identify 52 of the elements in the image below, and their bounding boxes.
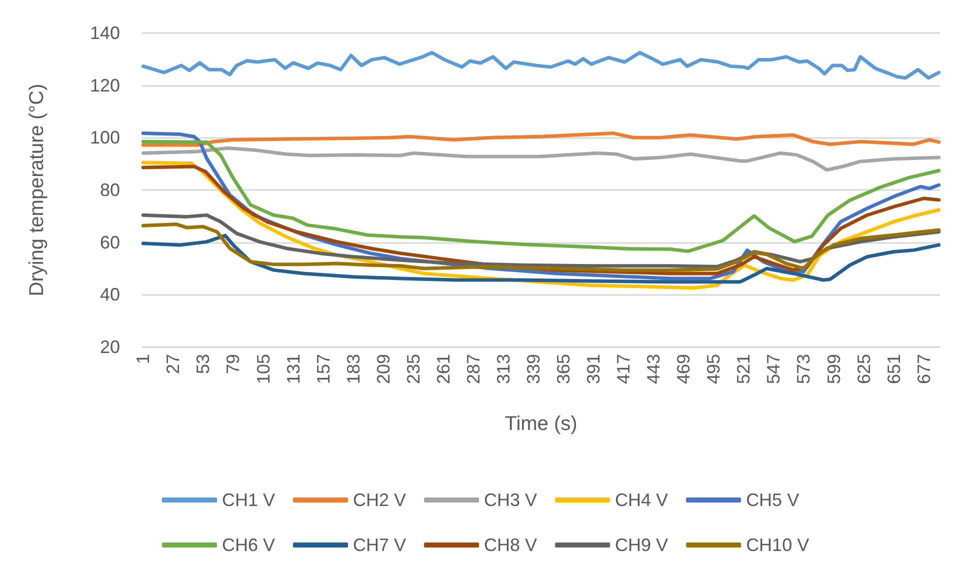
x-tick-label: 79 xyxy=(223,354,244,374)
y-tick-label: 20 xyxy=(100,337,120,357)
x-tick-label: 599 xyxy=(824,354,844,384)
x-tick-label: 625 xyxy=(854,354,874,384)
y-tick-label: 40 xyxy=(100,284,120,305)
x-tick-label: 573 xyxy=(794,354,814,384)
x-tick-label: 313 xyxy=(493,354,514,384)
y-axis-title: Drying temperature (°C) xyxy=(26,84,48,296)
y-tick-label: 120 xyxy=(90,75,120,96)
x-tick-label: 521 xyxy=(734,354,754,384)
legend-label: CH1 V xyxy=(222,490,276,510)
legend-label: CH7 V xyxy=(353,535,406,555)
y-tick-label: 140 xyxy=(90,23,120,43)
y-tick-label: 100 xyxy=(90,128,120,148)
x-tick-label: 157 xyxy=(313,354,334,384)
x-tick-label: 651 xyxy=(884,354,904,384)
x-tick-label: 443 xyxy=(644,354,664,384)
legend-label: CH4 V xyxy=(615,490,668,510)
y-tick-label: 80 xyxy=(100,180,120,200)
x-tick-label: 235 xyxy=(403,354,424,384)
x-tick-label: 365 xyxy=(554,354,574,384)
x-tick-label: 287 xyxy=(463,354,484,384)
x-tick-label: 53 xyxy=(193,354,214,374)
legend-label: CH6 V xyxy=(222,535,276,555)
x-tick-label: 1 xyxy=(133,354,154,364)
x-tick-label: 209 xyxy=(373,354,394,384)
x-tick-label: 339 xyxy=(523,354,544,384)
x-tick-label: 547 xyxy=(764,354,784,384)
legend-label: CH9 V xyxy=(615,535,668,555)
line-series xyxy=(141,222,941,272)
line-series xyxy=(141,50,941,80)
line-series xyxy=(141,140,941,253)
x-tick-label: 183 xyxy=(343,354,364,384)
x-tick-label: 469 xyxy=(674,354,694,384)
legend-label: CH5 V xyxy=(746,490,800,510)
x-tick-label: 391 xyxy=(584,354,604,384)
x-tick-label: 495 xyxy=(704,354,724,384)
x-tick-label: 261 xyxy=(433,354,454,384)
y-tick-label: 60 xyxy=(100,232,120,252)
line-series xyxy=(141,234,941,284)
legend-label: CH2 V xyxy=(353,490,406,510)
x-tick-label: 131 xyxy=(283,354,304,384)
x-tick-label: 677 xyxy=(914,354,934,384)
line-series xyxy=(141,131,941,147)
line-series xyxy=(141,146,941,172)
x-tick-label: 417 xyxy=(614,354,634,384)
x-tick-label: 27 xyxy=(163,354,184,374)
x-tick-label: 105 xyxy=(253,354,274,384)
legend-label: CH3 V xyxy=(484,490,538,510)
legend-label: CH10 V xyxy=(746,535,810,555)
x-axis-title: Time (s) xyxy=(504,413,578,435)
legend-label: CH8 V xyxy=(484,535,538,555)
